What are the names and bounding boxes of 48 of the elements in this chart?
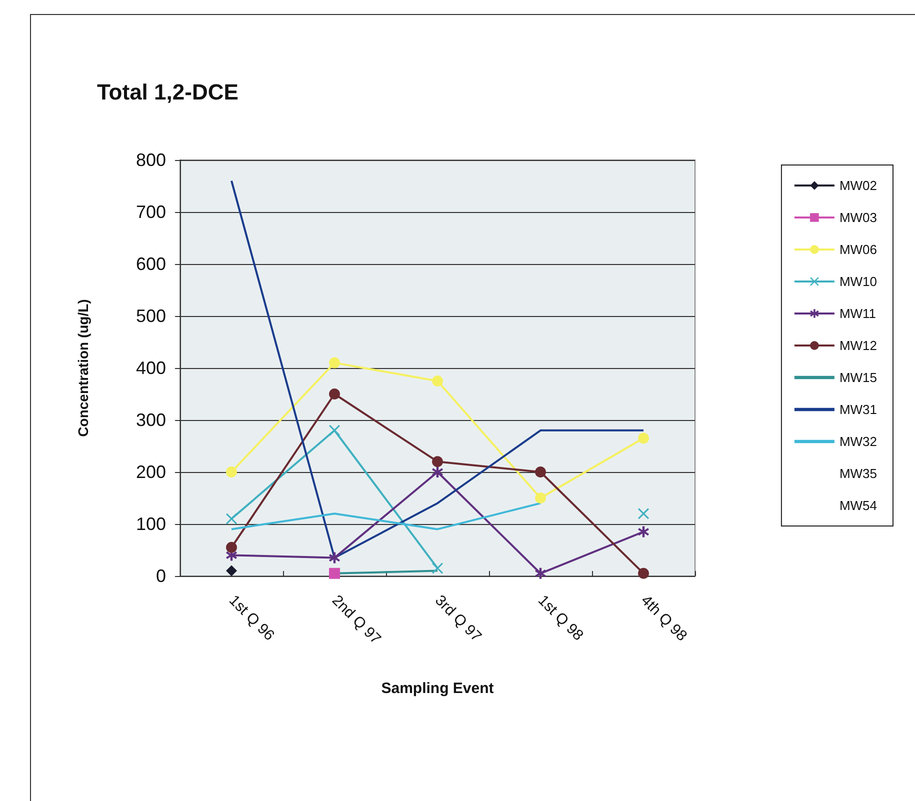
- point: [535, 466, 546, 478]
- point: [329, 568, 340, 579]
- y-tick-label: 300: [136, 410, 166, 430]
- point: [432, 466, 443, 478]
- point: [329, 388, 340, 400]
- y-tick-label: 400: [136, 358, 166, 378]
- legend-label: MW32: [839, 434, 878, 449]
- point: [329, 552, 340, 564]
- y-tick-label: 500: [136, 306, 166, 326]
- legend-label: MW12: [839, 338, 878, 353]
- y-tick-label: 700: [136, 202, 166, 222]
- point: [329, 424, 340, 436]
- y-tick-label: 100: [136, 514, 166, 534]
- y-axis-title: Concentration (ug/L): [75, 299, 91, 437]
- x-tick-label: 1st Q 98: [534, 592, 587, 644]
- legend-label: MW06: [839, 242, 878, 257]
- legend-label: MW03: [839, 210, 878, 225]
- y-tick-label: 600: [136, 254, 166, 274]
- x-tick-label: 4th Q 98: [637, 592, 690, 645]
- point: [638, 508, 649, 520]
- chart-title: Total 1,2-DCE: [97, 80, 238, 104]
- legend-label: MW10: [839, 274, 878, 289]
- y-tick-label: 0: [156, 566, 166, 586]
- legend-label: MW15: [839, 370, 878, 385]
- point: [226, 513, 237, 524]
- x-axis-title: Sampling Event: [381, 680, 494, 697]
- point: [535, 492, 546, 504]
- x-tick-label: 3rd Q 97: [431, 592, 485, 646]
- point: [329, 357, 340, 368]
- legend-label: MW31: [839, 402, 878, 417]
- y-tick-label: 800: [136, 150, 166, 170]
- point: [432, 562, 443, 574]
- text: MW35: [839, 466, 878, 481]
- legend-label: MW02: [839, 178, 878, 193]
- point: [638, 432, 649, 444]
- text: MW54: [839, 498, 878, 513]
- x-tick-label: 2nd Q 97: [328, 592, 384, 648]
- point: [638, 526, 649, 538]
- point: [226, 466, 237, 478]
- y-tick-label: 200: [136, 462, 166, 482]
- point: [535, 568, 546, 579]
- legend-label: MW11: [839, 306, 876, 321]
- point: [226, 565, 237, 576]
- point: [432, 456, 443, 468]
- point: [432, 376, 443, 386]
- x-tick-label: 1st Q 96: [225, 592, 278, 644]
- point: [638, 568, 649, 579]
- point: [226, 542, 237, 553]
